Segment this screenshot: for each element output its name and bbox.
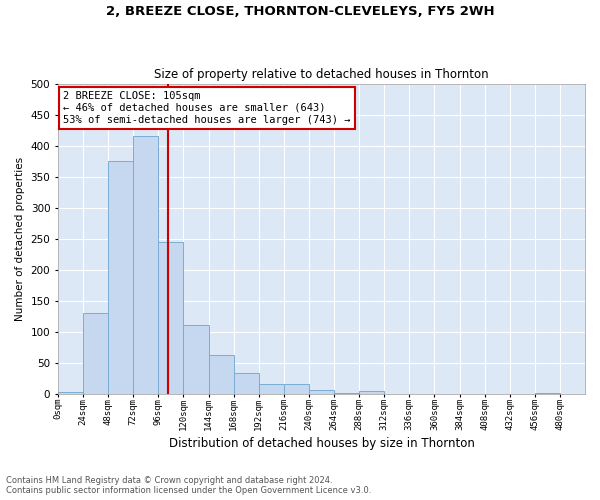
Text: Contains HM Land Registry data © Crown copyright and database right 2024.
Contai: Contains HM Land Registry data © Crown c… xyxy=(6,476,371,495)
X-axis label: Distribution of detached houses by size in Thornton: Distribution of detached houses by size … xyxy=(169,437,475,450)
Bar xyxy=(158,242,184,394)
Bar xyxy=(184,326,209,394)
Bar xyxy=(259,384,284,394)
Bar xyxy=(309,390,334,394)
Title: Size of property relative to detached houses in Thornton: Size of property relative to detached ho… xyxy=(154,68,489,81)
Bar xyxy=(209,354,233,394)
Bar xyxy=(284,384,309,394)
Bar xyxy=(133,136,158,394)
Bar xyxy=(233,373,259,394)
Bar xyxy=(535,393,560,394)
Bar xyxy=(334,393,359,394)
Bar xyxy=(58,392,83,394)
Bar xyxy=(108,161,133,394)
Y-axis label: Number of detached properties: Number of detached properties xyxy=(15,156,25,320)
Text: 2, BREEZE CLOSE, THORNTON-CLEVELEYS, FY5 2WH: 2, BREEZE CLOSE, THORNTON-CLEVELEYS, FY5… xyxy=(106,5,494,18)
Bar xyxy=(83,313,108,394)
Bar xyxy=(359,390,384,394)
Text: 2 BREEZE CLOSE: 105sqm
← 46% of detached houses are smaller (643)
53% of semi-de: 2 BREEZE CLOSE: 105sqm ← 46% of detached… xyxy=(63,92,351,124)
